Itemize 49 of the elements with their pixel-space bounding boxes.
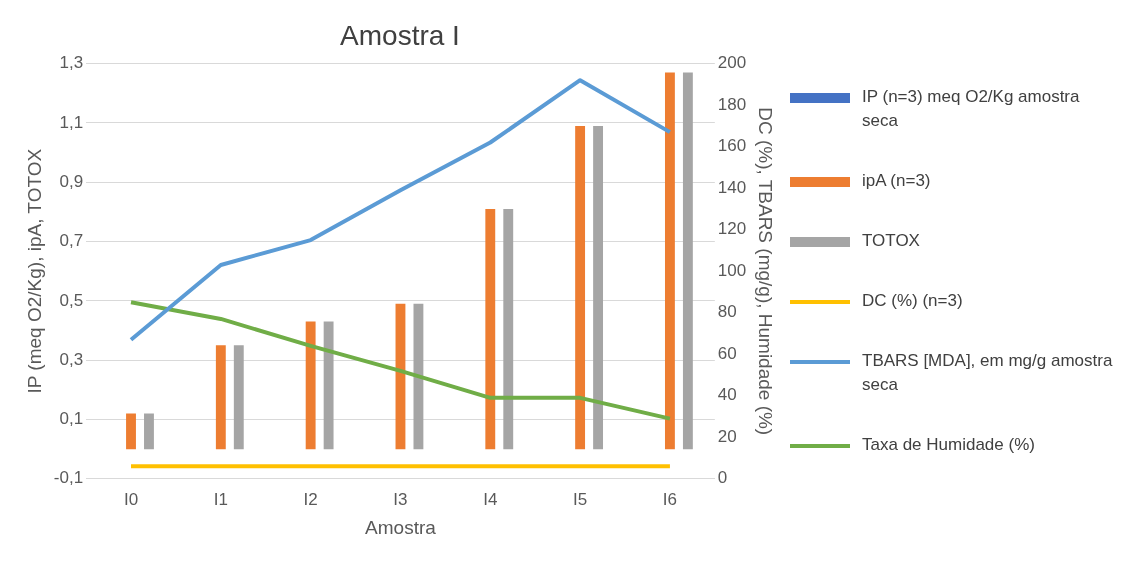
- x-axis-title: Amostra: [365, 516, 437, 538]
- legend-label: DC (%) (n=3): [862, 290, 963, 312]
- x-tick-label: I0: [123, 489, 139, 509]
- legend-label: TBARS [MDA], em mg/g amostra seca: [862, 350, 1114, 396]
- y2-tick-label: 160: [717, 136, 747, 156]
- y2-tick-label: 40: [717, 385, 737, 405]
- bar: [144, 413, 154, 450]
- legend-label: TOTOX: [862, 230, 920, 252]
- y2-tick-label: 120: [717, 219, 747, 239]
- bar: [413, 303, 424, 450]
- bar: [233, 345, 244, 450]
- y2-tick-label: 20: [717, 426, 737, 446]
- bar: [664, 72, 675, 450]
- y-tick-label: 0,1: [59, 409, 84, 429]
- legend-label: IP (n=3) meq O2/Kg amostra seca: [862, 86, 1081, 132]
- bar: [593, 125, 604, 450]
- y2-tick-label: 0: [717, 468, 728, 488]
- bar: [485, 208, 496, 450]
- bar: [323, 321, 334, 450]
- y-tick-label: 0,7: [59, 231, 84, 251]
- y2-tick-label: 140: [717, 177, 747, 197]
- x-tick-label: I5: [573, 489, 588, 509]
- y-tick-label: 1,3: [59, 53, 84, 73]
- y2-tick-label: 80: [717, 302, 737, 322]
- legend-label: ipA (n=3): [862, 170, 931, 192]
- chart-title: Amostra I: [340, 19, 460, 51]
- y-tick-label: 1,1: [59, 112, 84, 132]
- y-tick-label: 0,3: [59, 349, 84, 369]
- y2-tick-label: 100: [717, 260, 747, 280]
- x-tick-label: I6: [662, 489, 678, 509]
- y2-axis-title: DC (%), TBARS (mg/g), Humidade (%): [755, 107, 777, 436]
- bar: [126, 413, 136, 450]
- x-tick-label: I3: [393, 489, 408, 509]
- y2-tick-label: 60: [717, 343, 737, 363]
- bar: [682, 72, 693, 450]
- x-tick-label: I1: [213, 489, 228, 509]
- y-axis-title: IP (meq O2/Kg), ipA, TOTOX: [23, 148, 45, 394]
- y-tick-label: -0,1: [53, 468, 84, 488]
- y2-tick-label: 200: [717, 53, 747, 73]
- y-tick-label: 0,5: [59, 290, 84, 310]
- y2-tick-label: 180: [717, 94, 747, 114]
- x-tick-label: I4: [483, 489, 498, 509]
- legend-label: Taxa de Humidade (%): [862, 434, 1035, 456]
- y-tick-label: 0,9: [59, 171, 84, 191]
- bar: [503, 208, 514, 450]
- bar: [305, 321, 316, 450]
- x-tick-label: I2: [303, 489, 318, 509]
- bar: [215, 345, 226, 450]
- bar: [575, 125, 586, 450]
